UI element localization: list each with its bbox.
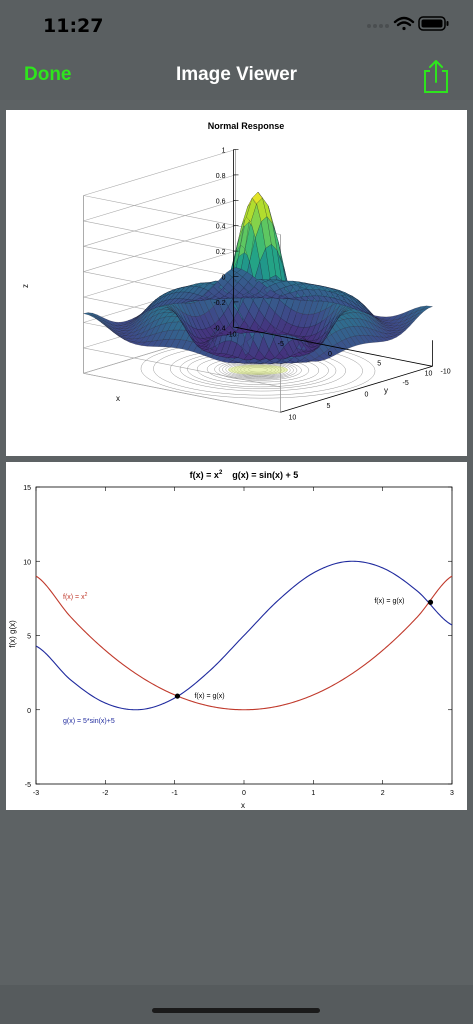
- y-tick-label: -5: [403, 380, 409, 387]
- title-g: g(x) = sin(x) + 5: [232, 470, 298, 480]
- navigation-bar: Done Image Viewer: [0, 50, 473, 100]
- y-tick-label: 0: [27, 708, 31, 715]
- z-tick-label: 1: [222, 148, 226, 155]
- x-tick-label: 0: [242, 790, 246, 797]
- x-axis-label: x: [241, 801, 245, 810]
- legend-g: g(x) = 5*sin(x)+5: [63, 718, 115, 725]
- home-area: [0, 985, 473, 1024]
- x-tick-label: -2: [102, 790, 108, 797]
- x-axis-label: x: [116, 394, 120, 403]
- x-tick-label: -10: [226, 331, 236, 338]
- status-icons: [361, 14, 451, 39]
- y-tick-label: 5: [327, 403, 331, 410]
- x-tick-label: 1: [311, 790, 315, 797]
- y-tick-label: 0: [365, 391, 369, 398]
- z-tick-label: 0.6: [216, 198, 226, 205]
- y-axis-label: y: [384, 386, 388, 395]
- z-axis-label: z: [21, 284, 30, 288]
- x-tick-label: 0: [328, 351, 332, 358]
- title-f: f(x) = x: [190, 470, 219, 480]
- surface-facet: [422, 305, 433, 310]
- x-tick-label: 3: [450, 790, 454, 797]
- battery-icon: [418, 16, 449, 31]
- line-plot: f(x) = x2 g(x) = sin(x) + 5 -3 -2 -1 0 1 2 315…: [8, 470, 454, 810]
- x-tick-label: 2: [381, 790, 385, 797]
- title-gap: [222, 470, 232, 480]
- z-tick-label: 0.4: [216, 224, 226, 231]
- y-axis-label: f(x) g(x): [8, 620, 17, 648]
- title-f-sup: 2: [219, 470, 223, 476]
- x-tick-label: -5: [278, 341, 284, 348]
- intersection-point: [174, 693, 181, 699]
- share-button[interactable]: [421, 58, 451, 99]
- plot-tick-labels: -3 -2 -1 0 1 2 3 15 10 5 0 -5: [23, 485, 454, 797]
- surface-plot: Normal Response 10.80.60.40.20-0.2-0.4-1…: [21, 121, 451, 422]
- line-plot-panel[interactable]: f(x) = x2 g(x) = sin(x) + 5 -3 -2 -1 0 1 2 3 15…: [6, 462, 467, 810]
- y-tick-label: 10: [23, 559, 31, 566]
- y-axis-line: [280, 365, 433, 413]
- y-tick-label: -10: [441, 368, 451, 375]
- z-tick-label: 0.2: [216, 249, 226, 256]
- chart-title: Normal Response: [208, 121, 285, 131]
- y-tick-label: 10: [289, 414, 297, 421]
- share-icon: [424, 60, 448, 93]
- x-tick-label: 5: [377, 361, 381, 368]
- chart-title: f(x) = x2 g(x) = sin(x) + 5: [190, 470, 299, 480]
- status-time: 11:27: [43, 15, 104, 37]
- surface-plot-panel[interactable]: Normal Response 1 0.8 0.6 0.4 0.2 0 -0.2 -0.4 -1…: [6, 110, 467, 456]
- surface-plot-front-axes: [233, 149, 433, 413]
- contour-center: [228, 364, 288, 375]
- y-tick-label: 15: [23, 485, 31, 492]
- x-tick-label: -3: [33, 790, 39, 797]
- surface-mesh: [83, 191, 433, 365]
- z-tick-label: 0: [222, 275, 226, 282]
- intersection-point: [427, 599, 434, 605]
- z-tick-label: -0.4: [213, 325, 225, 332]
- intersection-points: f(x) = g(x) f(x) = g(x): [174, 598, 434, 700]
- status-bar: 11:27: [0, 0, 473, 50]
- done-button[interactable]: Done: [24, 64, 72, 85]
- x-tick-label: -1: [172, 790, 178, 797]
- x-axis-line: [235, 326, 433, 367]
- x-tick-label: 10: [425, 370, 433, 377]
- y-tick-label: -5: [25, 782, 31, 789]
- z-tick-label: 0.8: [216, 173, 226, 180]
- legend-f: f(x) = x2: [63, 592, 88, 601]
- plot-series: [35, 560, 453, 711]
- intersection-label: f(x) = g(x): [374, 598, 404, 605]
- intersection-label: f(x) = g(x): [194, 693, 224, 700]
- z-tick-label: -0.2: [213, 300, 225, 307]
- y-tick-label: 5: [27, 634, 31, 641]
- wifi-icon: [393, 16, 415, 31]
- series-g-line: [35, 560, 453, 711]
- cellular-signal-icon: [367, 24, 389, 28]
- series-f-line: [35, 575, 453, 711]
- home-indicator[interactable]: [152, 1008, 320, 1013]
